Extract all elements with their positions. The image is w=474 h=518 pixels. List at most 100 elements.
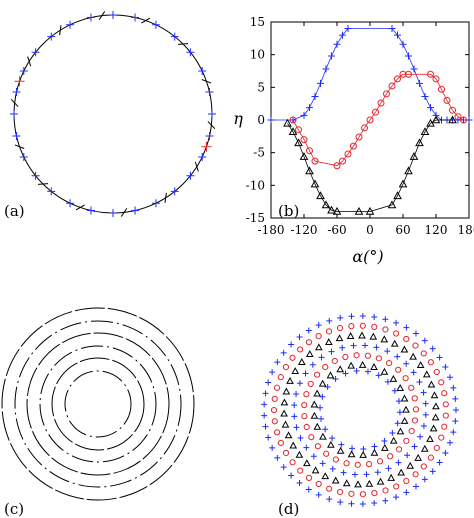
panel-d-marker-blue <box>360 446 367 453</box>
panel-a-marker-blue <box>12 132 21 141</box>
panel-b-point-red <box>311 157 319 165</box>
panel-d-marker-black <box>314 343 323 351</box>
panel-d-marker-black <box>380 367 389 375</box>
panel-d-marker-blue <box>319 460 326 467</box>
panel-d-marker-black <box>430 391 439 399</box>
panel-b-y-tick-label: 0 <box>257 113 265 127</box>
panel-c-ring <box>14 320 182 488</box>
panel-a-marker-black <box>141 17 151 24</box>
panel-b-point-blue <box>394 31 401 39</box>
panel-b-x-tick-label: 120 <box>425 223 448 237</box>
panel-b-point-black <box>398 179 408 188</box>
panel-a-marker-blue <box>66 199 75 208</box>
panel-d-marker-blue <box>374 469 381 476</box>
panel-d-marker-red <box>337 488 344 496</box>
panel-b-point-blue <box>405 52 412 60</box>
panel-a-marker-black <box>75 204 85 211</box>
panel-d-marker-blue <box>310 453 317 460</box>
panel-a-marker-red <box>201 141 212 152</box>
panel-d-marker-blue <box>317 404 324 411</box>
panel-d-marker-red <box>412 471 419 478</box>
panel-d-marker-black <box>289 441 298 449</box>
panel-d-marker-black <box>427 380 436 388</box>
panel-d-marker-blue <box>342 370 349 377</box>
panel-d-marker-blue <box>262 390 269 397</box>
panel-d-marker-blue <box>261 412 268 419</box>
panel-b-point-red <box>443 96 451 104</box>
panel-d-marker-black <box>400 394 409 402</box>
panel-b-series-line-red <box>292 73 464 167</box>
panel-d-marker-blue <box>394 353 401 360</box>
panel-b-point-red <box>350 142 357 150</box>
panel-d-marker-black <box>326 371 335 379</box>
panel-d-marker-blue <box>326 317 333 324</box>
panel-d-marker-black <box>414 453 423 461</box>
panel-d-marker-red <box>348 323 355 330</box>
panel-d-marker-blue <box>403 324 410 331</box>
panel-d-marker-blue <box>421 476 428 483</box>
panel-d-marker-blue <box>339 344 346 351</box>
panel-b-point-red <box>405 70 412 78</box>
panel-a-marker-black <box>98 11 106 21</box>
panel-d-marker-blue <box>337 499 344 506</box>
panel-d-marker-blue <box>340 469 347 476</box>
panel-d-marker-blue <box>436 354 443 361</box>
panel-a-marker-black <box>120 207 128 217</box>
panel-b-point-red <box>344 150 352 158</box>
panel-d-marker-red <box>297 346 304 353</box>
panel-b-x-ticks: -180 -120 -60 0 60 120 180 <box>258 22 474 237</box>
panel-d-marker-blue <box>446 439 453 446</box>
panel-d-marker-blue <box>280 464 287 471</box>
panel-d-marker-blue <box>296 380 303 387</box>
panel-d-marker-blue <box>329 465 336 472</box>
panel-a-marker-blue <box>208 110 216 118</box>
panel-a-marker-blue <box>31 48 40 57</box>
panel-d-marker-blue <box>274 359 281 366</box>
panel-a-marker-blue <box>151 20 160 29</box>
panel-b-point-red <box>388 82 396 90</box>
panel-d-marker-red <box>270 406 278 414</box>
panel-d-marker-red <box>336 324 344 332</box>
panel-c-label: (c) <box>4 500 24 518</box>
panel-b-point-red <box>300 136 308 144</box>
panel-d-marker-black <box>281 420 290 428</box>
panel-d-marker-blue <box>404 452 411 459</box>
panel-d-marker-blue <box>452 395 459 402</box>
panel-d-marker-blue <box>422 411 429 418</box>
panel-b-point-blue <box>399 40 407 48</box>
panel-d-marker-black <box>400 345 409 353</box>
panel-d-marker-blue <box>395 459 402 466</box>
panel-d-marker-blue <box>305 327 312 334</box>
panel-d-marker-black <box>321 472 330 480</box>
panel-d-marker-blue <box>319 393 326 400</box>
panel-d-marker-red <box>427 454 435 461</box>
panel-d-marker-blue <box>421 337 428 344</box>
panel-a-marker-black <box>194 161 199 172</box>
panel-a-marker-blue <box>186 48 195 57</box>
panel-b-x-tick-label: 180 <box>458 223 474 237</box>
panel-b-point-black <box>354 206 364 215</box>
panel-d-marker-red <box>273 429 281 436</box>
panel-d-marker-blue <box>296 480 303 487</box>
panel-d-marker-blue <box>429 468 436 475</box>
panel-d-marker-red <box>277 374 284 381</box>
panel-d-marker-black <box>295 450 304 458</box>
panel-a-marker-blue <box>170 32 179 41</box>
panel-d-marker-blue <box>371 500 378 507</box>
panel-d-marker-red <box>411 417 419 424</box>
panel-d-marker-blue <box>363 471 370 478</box>
panel-b-point-red <box>339 157 346 165</box>
panel-d-marker-red <box>393 483 400 490</box>
panel-d-marker-black <box>297 358 306 365</box>
panel-a-marker-blue <box>109 209 117 217</box>
panel-d-marker-red <box>387 453 394 460</box>
panel-d-marker-blue <box>410 369 417 376</box>
panel-d-marker-black <box>370 448 379 456</box>
panel-d-marker-red <box>353 352 360 359</box>
panel-d-marker-black <box>369 332 378 340</box>
panel-d-marker-black <box>342 479 351 487</box>
panel-b-point-red <box>438 85 445 93</box>
panel-d-marker-red <box>382 326 389 333</box>
panel-d-marker-black <box>310 400 319 408</box>
panel-b-point-black <box>404 166 413 175</box>
